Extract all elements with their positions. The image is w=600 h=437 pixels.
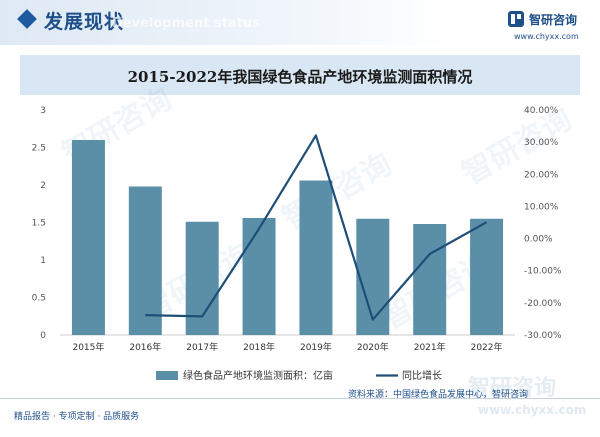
watermark-url: www.chyxx.com <box>478 403 586 417</box>
logo-icon <box>508 11 524 27</box>
x-tick-label: 2015年 <box>72 341 104 353</box>
bar <box>242 218 276 335</box>
y-right-tick-label: 30.00% <box>524 138 559 148</box>
watermark-brand: 智研咨询 <box>468 375 556 401</box>
chart-title-band: 2015-2022年我国绿色食品产地环境监测面积情况 <box>20 55 580 95</box>
bar <box>185 221 219 335</box>
bar <box>128 186 162 335</box>
legend-swatch-bar <box>156 371 178 380</box>
y-left-tick-label: 2 <box>40 181 46 191</box>
x-tick-label: 2021年 <box>414 341 446 353</box>
x-tick-label: 2017年 <box>186 341 218 353</box>
y-right-tick-label: 40.00% <box>524 106 559 116</box>
y-right-tick-label: -20.00% <box>524 299 562 309</box>
x-tick-label: 2022年 <box>471 341 503 353</box>
footer-divider <box>0 398 600 399</box>
y-left-tick-label: 3 <box>40 106 46 116</box>
y-right-tick-label: -30.00% <box>524 331 562 341</box>
growth-line <box>145 134 488 321</box>
legend-label-bar: 绿色食品产地环境监测面积：亿亩 <box>183 369 333 382</box>
bar <box>413 224 447 335</box>
y-right-tick-label: 10.00% <box>524 202 559 212</box>
brand-logo: 智研咨询 <box>507 10 577 28</box>
logo-url: www.chyxx.com <box>514 32 579 41</box>
bar <box>356 218 390 335</box>
header-band <box>0 0 600 45</box>
y-left-tick-label: 2.5 <box>32 144 46 154</box>
footer-slogan: 精品报告 · 专项定制 · 品质服务 <box>14 412 140 422</box>
legend-label-line: 同比增长 <box>402 369 442 382</box>
y-left-tick-label: 0 <box>40 331 46 341</box>
bar <box>299 180 333 335</box>
y-right-tick-label: -10.00% <box>524 267 562 277</box>
y-left-tick-label: 1 <box>40 256 46 266</box>
x-tick-label: 2016年 <box>129 341 161 353</box>
bar <box>470 218 504 335</box>
section-title: 发展现状 <box>44 11 125 33</box>
y-left-tick-label: 0.5 <box>32 294 46 304</box>
y-right-tick-label: 20.00% <box>524 170 559 180</box>
section-subtitle: Development status <box>112 16 260 31</box>
chart-title: 2015-2022年我国绿色食品产地环境监测面积情况 <box>127 68 473 86</box>
logo-text: 智研咨询 <box>529 12 578 27</box>
x-tick-label: 2020年 <box>357 341 389 353</box>
x-tick-label: 2019年 <box>300 341 332 353</box>
y-right-tick-label: 0.00% <box>524 235 553 245</box>
watermark-text: 智研咨询 <box>457 102 578 192</box>
bar <box>71 140 105 335</box>
y-left-tick-label: 1.5 <box>32 219 46 229</box>
source-note: 资料来源：中国绿色食品发展中心，智研咨询 <box>348 390 529 400</box>
x-tick-label: 2018年 <box>243 341 275 353</box>
